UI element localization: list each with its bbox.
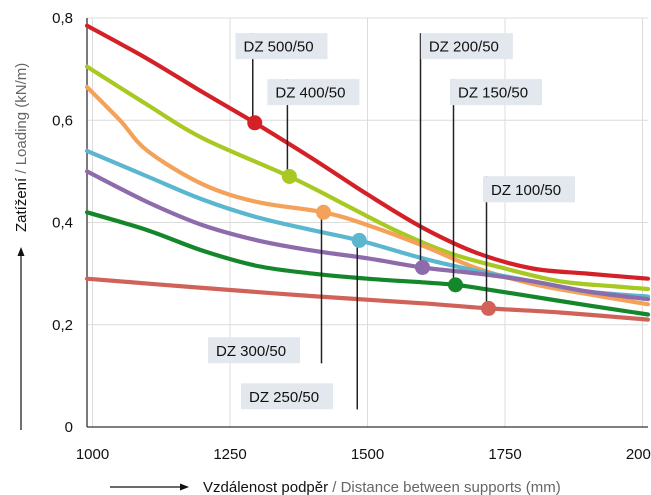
series-label-3: DZ 150/50 bbox=[458, 85, 528, 102]
series-line-2 bbox=[84, 84, 651, 307]
x-tick-label-1: 1250 bbox=[213, 446, 246, 463]
y-axis-title: Zatížení / Loading (kN/m) bbox=[13, 63, 30, 232]
y-tick-label-3: 0,6 bbox=[52, 112, 73, 129]
series-marker-5 bbox=[448, 277, 463, 293]
label-box-1 bbox=[267, 79, 360, 106]
y-tick-label-4: 0,8 bbox=[52, 10, 73, 27]
series-line-5 bbox=[84, 210, 651, 317]
axis-titles: Vzdálenost podpěr / Distance between sup… bbox=[13, 63, 561, 495]
y-axis-arrow-head bbox=[17, 247, 25, 256]
series-label-0: DZ 500/50 bbox=[244, 39, 314, 56]
series-line-0 bbox=[84, 23, 651, 281]
y-axis-title-cz: Zatížení bbox=[13, 174, 30, 232]
y-tick-label-2: 0,4 bbox=[52, 215, 73, 232]
series-marker-6 bbox=[481, 300, 496, 316]
x-axis-title-cz: Vzdálenost podpěr bbox=[203, 479, 332, 495]
x-tick-label-0: 1000 bbox=[76, 446, 109, 463]
series-label-5: DZ 300/50 bbox=[216, 343, 286, 360]
annotation-labels: DZ 500/50 DZ 400/50 DZ 200/50 DZ 150/50 DZ 1… bbox=[208, 33, 575, 410]
series-marker-0 bbox=[247, 115, 263, 131]
series-marker-1 bbox=[281, 168, 297, 184]
series-marker-4 bbox=[415, 259, 430, 275]
series-line-4 bbox=[84, 169, 651, 302]
x-tick-label-2: 1500 bbox=[351, 446, 384, 463]
series-lines bbox=[84, 23, 651, 322]
y-axis-title-en: / Loading (kN/m) bbox=[13, 63, 30, 174]
label-box-6 bbox=[241, 383, 333, 410]
label-box-3 bbox=[450, 79, 542, 106]
y-tick-label-1: 0,2 bbox=[52, 317, 73, 334]
series-label-1: DZ 400/50 bbox=[275, 85, 345, 102]
series-label-4: DZ 100/50 bbox=[491, 182, 561, 199]
x-axis-arrow-head bbox=[180, 483, 189, 491]
series-line-1 bbox=[84, 64, 651, 292]
series-markers bbox=[247, 115, 496, 316]
grid bbox=[87, 17, 648, 428]
series-label-6: DZ 250/50 bbox=[249, 389, 319, 406]
label-box-2 bbox=[420, 33, 513, 60]
x-axis-title: Vzdálenost podpěr / Distance between sup… bbox=[203, 479, 561, 495]
x-axis-title-en: / Distance between supports (mm) bbox=[332, 479, 560, 495]
label-box-0 bbox=[235, 33, 328, 60]
series-label-2: DZ 200/50 bbox=[429, 39, 499, 56]
series-line-6 bbox=[84, 276, 651, 322]
label-box-5 bbox=[208, 337, 300, 364]
y-tick-label-0: 0 bbox=[65, 419, 73, 436]
series-marker-3 bbox=[351, 232, 367, 248]
label-box-4 bbox=[483, 176, 575, 203]
x-tick-label-3: 1750 bbox=[488, 446, 521, 463]
series-marker-2 bbox=[316, 204, 331, 220]
